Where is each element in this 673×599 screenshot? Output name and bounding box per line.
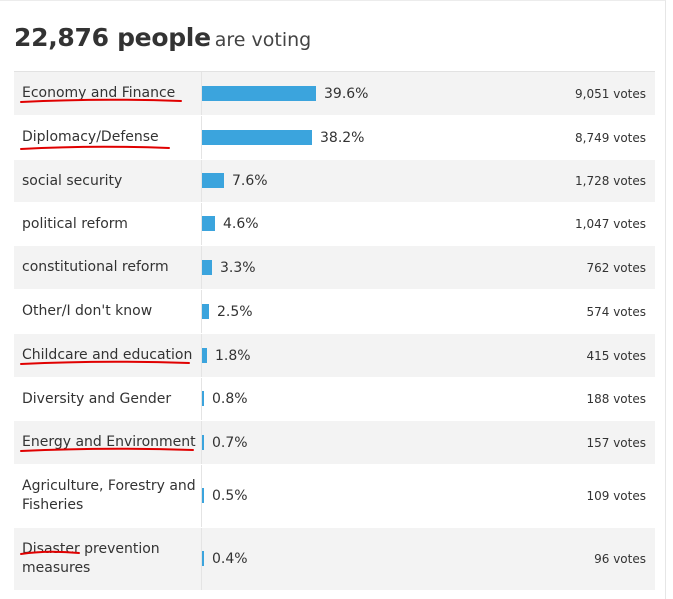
percent-label: 3.3%: [220, 259, 256, 276]
vote-count: 8,749 votes: [575, 130, 646, 145]
percent-bar: [202, 488, 204, 503]
percent-bar: [202, 129, 312, 145]
vote-count: 109 votes: [586, 489, 646, 503]
result-row: Energy and Environment 0.7% 157 votes: [14, 421, 655, 465]
percent-bar: [202, 216, 215, 231]
voting-suffix: are voting: [214, 29, 312, 51]
result-row: Diplomacy/Defense 38.2% 8,749 votes: [14, 116, 655, 160]
column-divider: [201, 246, 202, 289]
percent-label: 0.8%: [212, 391, 248, 407]
percent-label: 39.6%: [324, 85, 369, 102]
column-divider: [201, 378, 202, 420]
percent-bar: [202, 85, 316, 101]
column-divider: [201, 421, 202, 464]
results-table: Economy and Finance 39.6% 9,051 votes Diplo…: [14, 71, 655, 591]
percent-label: 38.2%: [320, 129, 365, 146]
percent-label: 7.6%: [232, 173, 268, 189]
option-label: social security: [22, 172, 123, 189]
option-label: constitutional reform: [22, 259, 169, 275]
column-divider: [201, 290, 202, 333]
column-divider: [201, 334, 202, 377]
option-label: Economy and Finance: [22, 85, 176, 101]
column-divider: [201, 203, 202, 245]
option-label: Diversity and Gender: [22, 390, 172, 407]
percent-label: 4.6%: [223, 216, 259, 232]
result-row: Other/I don't know 2.5% 574 votes: [14, 290, 655, 334]
percent-label: 2.5%: [217, 303, 253, 320]
option-label: Energy and Environment: [22, 434, 196, 450]
percent-label: 1.8%: [215, 347, 251, 364]
percent-bar: [202, 551, 204, 566]
vote-count: 157 votes: [586, 435, 646, 450]
column-divider: [201, 72, 202, 115]
vote-count: 574 votes: [586, 304, 646, 319]
voter-count: 22,876 people: [14, 23, 211, 52]
percent-bar: [202, 259, 212, 275]
percent-label: 0.7%: [212, 434, 248, 451]
percent-label: 0.4%: [212, 551, 248, 567]
result-row: Agriculture, Forestry and Fisheries 0.5% 1…: [14, 465, 655, 528]
vote-count: 762 votes: [586, 260, 646, 275]
vote-count: 9,051 votes: [575, 86, 646, 101]
column-divider: [201, 465, 202, 527]
option-label: political reform: [22, 215, 128, 232]
option-label: Agriculture, Forestry and Fisheries: [22, 478, 196, 513]
vote-count: 188 votes: [586, 392, 646, 406]
result-row: Economy and Finance 39.6% 9,051 votes: [14, 72, 655, 116]
result-row: constitutional reform 3.3% 762 votes: [14, 246, 655, 290]
option-label: Diplomacy/Defense: [22, 129, 159, 145]
option-label: Disaster prevention measures: [22, 541, 160, 576]
result-row: Childcare and education 1.8% 415 votes: [14, 334, 655, 378]
column-divider: [201, 528, 202, 590]
column-divider: [201, 116, 202, 159]
option-label: Childcare and education: [22, 347, 193, 363]
result-row: social security 7.6% 1,728 votes: [14, 160, 655, 203]
option-label: Other/I don't know: [22, 303, 153, 319]
percent-bar: [202, 391, 204, 406]
voting-count-heading: 22,876 people are voting: [14, 23, 311, 52]
result-row: Diversity and Gender 0.8% 188 votes: [14, 378, 655, 421]
vote-count: 96 votes: [594, 552, 646, 566]
result-row: political reform 4.6% 1,047 votes: [14, 203, 655, 246]
column-divider: [201, 160, 202, 202]
percent-bar: [202, 173, 224, 188]
percent-bar: [202, 347, 207, 363]
vote-count: 1,047 votes: [575, 217, 646, 231]
result-row: Disaster prevention measures 0.4% 96 votes: [14, 528, 655, 591]
percent-label: 0.5%: [212, 488, 248, 504]
vote-count: 1,728 votes: [575, 174, 646, 188]
percent-bar: [202, 303, 209, 319]
vote-count: 415 votes: [586, 348, 646, 363]
percent-bar: [202, 434, 204, 450]
